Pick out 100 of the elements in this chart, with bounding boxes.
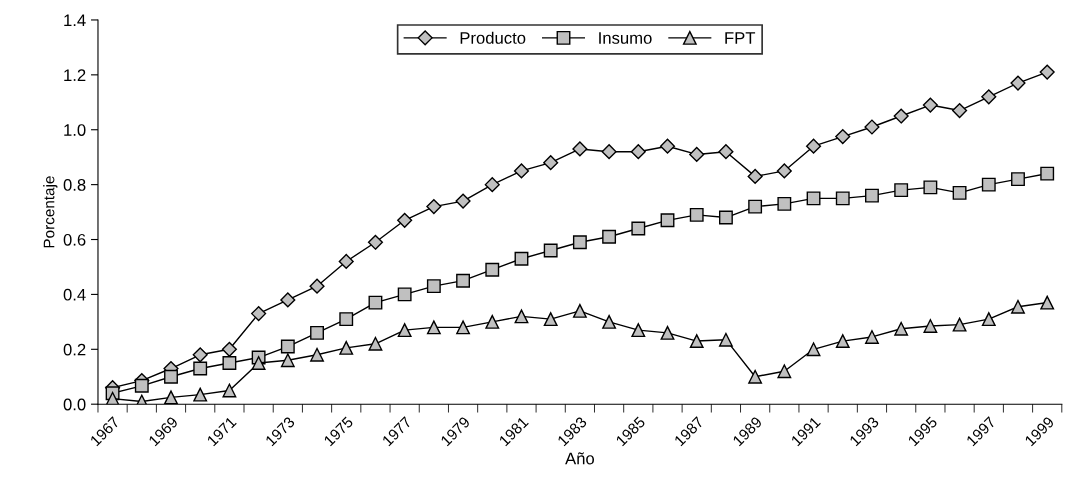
point	[718, 210, 733, 225]
point	[1039, 64, 1055, 80]
point	[864, 119, 880, 135]
point	[1011, 299, 1025, 314]
point	[660, 325, 675, 340]
point	[222, 356, 237, 370]
point	[835, 129, 851, 145]
y-tick-label: 0.6	[63, 233, 86, 246]
point	[192, 347, 208, 363]
point	[630, 144, 646, 160]
point	[981, 89, 997, 105]
point	[602, 314, 617, 329]
point	[602, 229, 617, 244]
point	[513, 163, 530, 179]
point	[689, 334, 704, 349]
point	[426, 199, 442, 215]
point	[922, 97, 938, 113]
point	[543, 243, 558, 258]
point	[952, 317, 967, 332]
y-tick-label: 1.0	[64, 124, 86, 136]
point	[251, 356, 266, 370]
point	[193, 361, 208, 376]
point	[952, 102, 968, 119]
legend-label: FPT	[725, 32, 756, 44]
point	[748, 369, 763, 384]
point	[338, 253, 354, 270]
legend-label: Insumo	[599, 32, 652, 44]
point	[893, 108, 909, 124]
point	[865, 330, 879, 344]
point	[280, 339, 295, 354]
point	[1011, 172, 1025, 187]
point	[485, 262, 500, 277]
point	[805, 138, 822, 154]
point	[923, 180, 938, 195]
point	[310, 347, 324, 362]
legend-label: Producto	[460, 31, 526, 44]
point	[952, 185, 967, 200]
point	[572, 235, 587, 250]
point	[368, 295, 383, 310]
point	[894, 321, 909, 336]
point	[543, 155, 559, 171]
point	[221, 341, 237, 357]
point	[222, 383, 237, 398]
point	[689, 146, 705, 163]
point	[397, 287, 412, 302]
point	[485, 314, 500, 329]
point	[1040, 166, 1055, 181]
point	[981, 312, 996, 327]
point	[426, 279, 441, 294]
point	[981, 177, 996, 192]
point	[660, 213, 675, 228]
point	[689, 207, 704, 222]
point	[777, 364, 792, 379]
point	[718, 144, 734, 160]
y-tick-label: 0.8	[63, 179, 86, 191]
point	[572, 141, 588, 157]
point	[280, 353, 295, 368]
point	[777, 196, 792, 211]
point	[601, 144, 617, 160]
point	[339, 312, 354, 327]
point	[631, 323, 646, 338]
point	[747, 168, 763, 184]
y-tick-label: 1.2	[64, 69, 86, 81]
point	[514, 251, 529, 266]
point	[484, 177, 500, 193]
point	[543, 312, 558, 327]
point	[835, 334, 850, 349]
y-tick-label: 0.2	[63, 343, 86, 356]
point	[280, 292, 296, 308]
point	[923, 319, 938, 333]
point	[367, 234, 384, 250]
y-tick-label: 1.4	[64, 14, 86, 26]
point	[1010, 75, 1026, 91]
y-tick-label: 0.0	[63, 398, 86, 411]
point	[455, 193, 471, 209]
point	[806, 342, 821, 357]
point	[368, 336, 383, 351]
point	[134, 378, 149, 393]
point	[251, 306, 267, 322]
x-axis-title: Año	[565, 452, 595, 465]
point	[1040, 295, 1055, 310]
point	[659, 138, 676, 154]
y-axis-title: Porcentaje	[43, 176, 58, 248]
point	[776, 163, 792, 179]
point	[748, 199, 763, 214]
point	[865, 188, 879, 203]
point	[164, 369, 178, 384]
point	[193, 387, 208, 402]
point	[631, 221, 646, 236]
point	[572, 303, 587, 318]
point	[835, 191, 850, 206]
y-tick-label: 0.4	[63, 288, 86, 301]
point	[806, 191, 821, 206]
point	[718, 332, 733, 347]
point	[894, 183, 909, 198]
point	[339, 340, 354, 355]
point	[397, 212, 413, 228]
point	[397, 323, 412, 338]
point	[514, 309, 529, 324]
point	[426, 320, 441, 335]
